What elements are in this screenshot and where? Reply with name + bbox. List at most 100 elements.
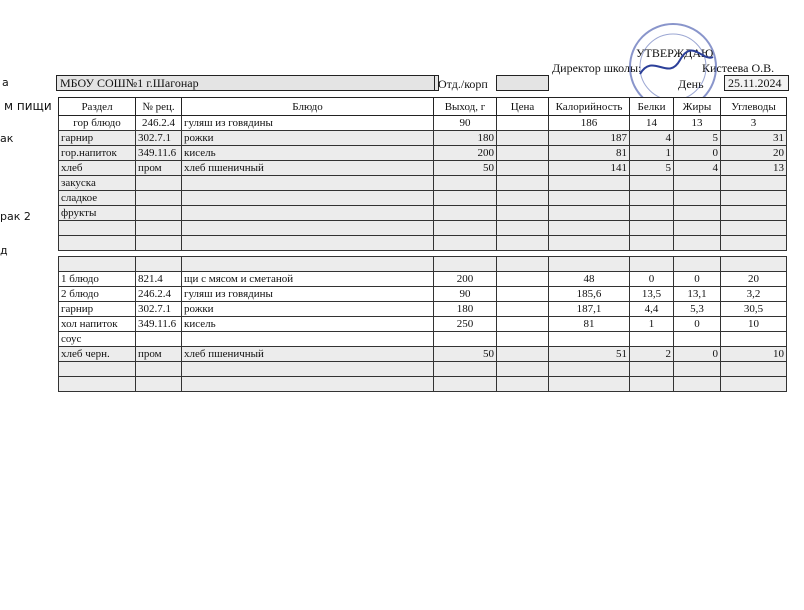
- cell-price: [496, 361, 549, 377]
- cell-calories: [548, 376, 630, 392]
- cell-carbs: 31: [720, 130, 787, 146]
- cell-section: закуска: [58, 175, 136, 191]
- cell-calories: 186: [548, 115, 630, 131]
- cell-yield: [433, 235, 497, 251]
- cell-yield: 180: [433, 301, 497, 317]
- cell-calories: 48: [548, 271, 630, 287]
- cell-fat: [673, 376, 721, 392]
- cell-dish: кисель: [181, 316, 434, 332]
- cell-recipe: 246.2.4: [135, 286, 182, 302]
- cell-protein: [629, 205, 674, 221]
- table-row: 1 блюдо 821.4 щи с мясом и сметаной 200 48 0 0…: [58, 271, 787, 287]
- cell-section: сладкое: [58, 190, 136, 206]
- cell-section: 2 блюдо: [58, 286, 136, 302]
- cell-yield: [433, 331, 497, 347]
- cell-section: хол напиток: [58, 316, 136, 332]
- cell-dish: [181, 190, 434, 206]
- cell-yield: 90: [433, 286, 497, 302]
- cell-dish: рожки: [181, 301, 434, 317]
- table-row: фрукты: [58, 205, 787, 221]
- cell-yield: 250: [433, 316, 497, 332]
- cell-fat: 5,3: [673, 301, 721, 317]
- cell-carbs: 3,2: [720, 286, 787, 302]
- cell-carbs: 10: [720, 316, 787, 332]
- cell-calories: 81: [548, 316, 630, 332]
- col-yield: Выход, г: [433, 97, 497, 116]
- cell-recipe: пром: [135, 160, 182, 176]
- cell-protein: 0: [629, 271, 674, 287]
- day-label: День: [678, 77, 704, 91]
- cell-calories: 51: [548, 346, 630, 362]
- cell-fat: [673, 331, 721, 347]
- col-protein: Белки: [629, 97, 674, 116]
- table-row: гор блюдо 246.2.4 гуляш из говядины 90 186 14…: [58, 115, 787, 131]
- school-label: а: [2, 76, 9, 89]
- cell-price: [496, 235, 549, 251]
- cell-dish: [181, 376, 434, 392]
- date-field: 25.11.2024: [724, 75, 789, 91]
- cell-calories: [548, 205, 630, 221]
- meal-label-breakfast: ак: [0, 132, 14, 145]
- cell-price: [496, 145, 549, 161]
- table-row: гор.напиток 349.11.6 кисель 200 81 1 0 20: [58, 145, 787, 161]
- col-meal-header: м пищи: [4, 99, 52, 113]
- table-row: гарнир 302.7.1 рожки 180 187 4 5 31: [58, 130, 787, 146]
- cell-dish: [181, 361, 434, 377]
- header-row: Раздел № рец. Блюдо Выход, г Цена Калори…: [58, 97, 787, 116]
- cell-dish: кисель: [181, 145, 434, 161]
- lunch-table: 1 блюдо 821.4 щи с мясом и сметаной 200 48 0 0…: [58, 256, 787, 392]
- cell-protein: [629, 376, 674, 392]
- cell-recipe: [135, 175, 182, 191]
- cell-protein: 2: [629, 346, 674, 362]
- cell-protein: [629, 235, 674, 251]
- table-row: [58, 235, 787, 251]
- cell-fat: 5: [673, 130, 721, 146]
- col-section: Раздел: [58, 97, 136, 116]
- cell-protein: 13,5: [629, 286, 674, 302]
- table-row: сладкое: [58, 190, 787, 206]
- cell-dish: [181, 175, 434, 191]
- breakfast-table: Раздел № рец. Блюдо Выход, г Цена Калори…: [58, 97, 787, 251]
- cell-price: [496, 376, 549, 392]
- cell-dish: [181, 205, 434, 221]
- cell-recipe: [135, 256, 182, 272]
- table-row: гарнир 302.7.1 рожки 180 187,1 4,4 5,3 30,5: [58, 301, 787, 317]
- cell-calories: [548, 331, 630, 347]
- cell-section: [58, 361, 136, 377]
- cell-fat: 0: [673, 271, 721, 287]
- cell-section: соус: [58, 331, 136, 347]
- director-name: Кистеева О.В.: [702, 61, 775, 75]
- cell-carbs: [720, 235, 787, 251]
- meal-label-breakfast2: рак 2: [0, 210, 31, 223]
- cell-price: [496, 190, 549, 206]
- cell-dish: [181, 235, 434, 251]
- cell-carbs: 13: [720, 160, 787, 176]
- cell-price: [496, 220, 549, 236]
- cell-recipe: 821.4: [135, 271, 182, 287]
- cell-section: [58, 235, 136, 251]
- cell-recipe: [135, 235, 182, 251]
- cell-section: [58, 220, 136, 236]
- cell-recipe: 302.7.1: [135, 130, 182, 146]
- cell-section: [58, 256, 136, 272]
- director-label: Директор школы:: [552, 61, 642, 75]
- cell-carbs: [720, 175, 787, 191]
- table-row: хол напиток 349.11.6 кисель 250 81 1 0 10: [58, 316, 787, 332]
- cell-section: [58, 376, 136, 392]
- table-row: хлеб пром хлеб пшеничный 50 141 5 4 13: [58, 160, 787, 176]
- cell-calories: [548, 361, 630, 377]
- cell-calories: 185,6: [548, 286, 630, 302]
- cell-yield: 90: [433, 115, 497, 131]
- cell-price: [496, 175, 549, 191]
- cell-fat: 0: [673, 316, 721, 332]
- cell-section: хлеб: [58, 160, 136, 176]
- cell-protein: [629, 220, 674, 236]
- cell-protein: 4: [629, 130, 674, 146]
- cell-recipe: [135, 331, 182, 347]
- cell-price: [496, 286, 549, 302]
- cell-recipe: [135, 220, 182, 236]
- table-row: хлеб черн. пром хлеб пшеничный 50 51 2 0 10: [58, 346, 787, 362]
- cell-calories: [548, 220, 630, 236]
- cell-carbs: 10: [720, 346, 787, 362]
- cell-carbs: 30,5: [720, 301, 787, 317]
